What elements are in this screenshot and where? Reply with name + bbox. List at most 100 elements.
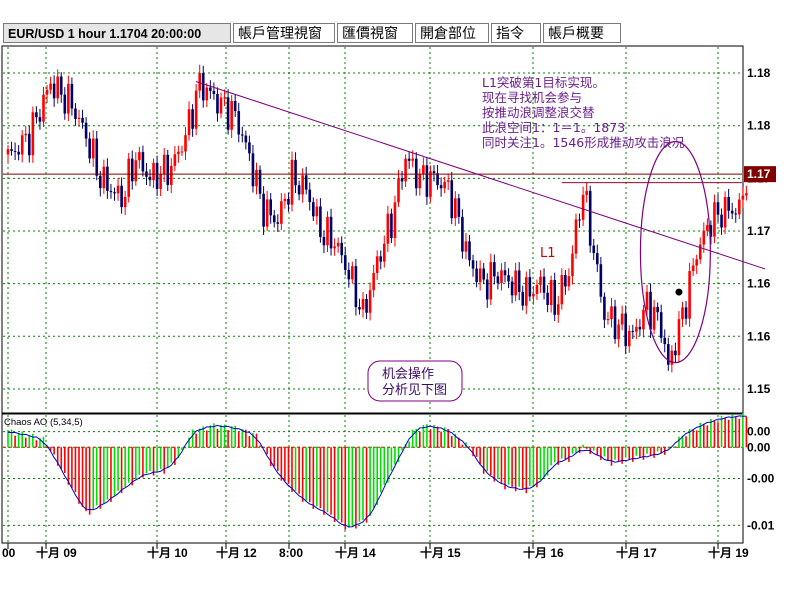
candle-body bbox=[464, 241, 468, 252]
candle-body bbox=[631, 330, 635, 332]
candle-body bbox=[532, 294, 535, 297]
candle-body bbox=[88, 138, 91, 159]
candle-body bbox=[546, 292, 549, 306]
price-tick-label: 1.15 bbox=[747, 382, 771, 396]
candle-body bbox=[361, 298, 365, 310]
candle-body bbox=[521, 291, 525, 306]
candle-body bbox=[500, 270, 503, 284]
l1-label: L1 bbox=[540, 246, 556, 261]
tab-account-management[interactable]: 帳戶管理視窗 bbox=[233, 23, 335, 43]
candle-body bbox=[393, 202, 397, 239]
tab-orders[interactable]: 指令 bbox=[491, 23, 541, 43]
candle-body bbox=[77, 117, 81, 119]
annotations: Chaos AO (5,34,5) L1突破第1目标实现。 现在寻找机会参与 按… bbox=[4, 75, 685, 428]
candle-body bbox=[613, 306, 617, 340]
ao-tick-label: -0.01 bbox=[747, 518, 775, 532]
candle-body bbox=[24, 133, 28, 136]
candle-body bbox=[691, 265, 695, 272]
time-tick-label: 8:00 bbox=[279, 546, 303, 560]
candle-body bbox=[379, 256, 383, 262]
candle-body bbox=[507, 275, 510, 282]
candle-body bbox=[365, 298, 368, 313]
candle-body bbox=[329, 216, 333, 249]
ao-panel-border bbox=[1, 413, 744, 544]
candle-body bbox=[6, 149, 10, 155]
candle-body bbox=[695, 259, 698, 266]
candle-body bbox=[219, 97, 223, 114]
candle-body bbox=[404, 158, 407, 182]
candle-body bbox=[720, 214, 723, 228]
candle-body bbox=[301, 175, 304, 195]
opportunity-box-line-1: 机会操作 bbox=[382, 366, 434, 382]
candle-body bbox=[624, 313, 627, 347]
candle-body bbox=[439, 185, 443, 189]
last-price-tag bbox=[744, 166, 776, 183]
price-tick-label: 1.18 bbox=[747, 66, 771, 80]
candle-body bbox=[432, 171, 436, 174]
candle-body bbox=[698, 244, 702, 260]
candle-body bbox=[81, 117, 84, 123]
ao-axis: 0.000.00 -0.00 -0.01 bbox=[747, 425, 775, 533]
time-tick-label: 十月 14 bbox=[335, 545, 376, 560]
candle-body bbox=[67, 83, 70, 114]
candle-body bbox=[333, 246, 336, 249]
candle-body bbox=[63, 94, 67, 114]
candle-body bbox=[713, 202, 716, 237]
price-plot bbox=[3, 64, 766, 373]
ao-plot bbox=[3, 413, 748, 530]
candle-body bbox=[304, 175, 308, 190]
candle-body bbox=[49, 83, 52, 90]
candle-body bbox=[510, 281, 514, 296]
candle-body bbox=[91, 138, 95, 159]
candle-body bbox=[738, 199, 741, 215]
candle-body bbox=[503, 270, 507, 276]
time-tick-label: 十月 17 bbox=[616, 545, 657, 560]
candle-body bbox=[461, 216, 464, 252]
candle-body bbox=[574, 219, 578, 254]
candle-body bbox=[418, 173, 422, 189]
candle-body bbox=[358, 307, 361, 310]
opportunity-box bbox=[367, 360, 463, 402]
candle-body bbox=[10, 149, 13, 151]
tab-eurusd-chart[interactable]: EUR/USD 1 hour 1.1704 20:00:00 bbox=[3, 23, 231, 43]
candle-body bbox=[237, 111, 241, 135]
candle-body bbox=[542, 276, 546, 293]
candle-body bbox=[734, 213, 738, 215]
candle-body bbox=[308, 189, 312, 203]
candle-body bbox=[109, 190, 113, 193]
candle-body bbox=[560, 275, 564, 305]
candle-body bbox=[31, 112, 35, 156]
candle-body bbox=[553, 279, 556, 315]
candle-body bbox=[322, 236, 326, 246]
candle-body bbox=[400, 178, 404, 182]
tab-account-summary[interactable]: 帳戶概要 bbox=[543, 23, 621, 43]
time-tick-label: 十月 09 bbox=[36, 545, 77, 560]
candle-body bbox=[567, 276, 571, 287]
tab-open-positions[interactable]: 開倉部位 bbox=[415, 23, 489, 43]
candle-body bbox=[571, 253, 574, 277]
candle-body bbox=[74, 108, 77, 119]
candle-body bbox=[475, 268, 478, 283]
candle-body bbox=[663, 337, 667, 345]
last-price-label: 1.17 bbox=[747, 167, 771, 181]
candle-body bbox=[525, 277, 528, 306]
candle-body bbox=[258, 169, 262, 194]
price-axis: 1.151.161.161.171.171.181.181.17 bbox=[744, 66, 776, 396]
candle-body bbox=[134, 160, 138, 182]
candle-body bbox=[326, 216, 329, 246]
candle-body bbox=[127, 158, 130, 197]
candle-body bbox=[627, 330, 631, 347]
candle-body bbox=[372, 272, 375, 291]
time-tick-label: 十月 16 bbox=[523, 545, 564, 560]
candle-body bbox=[70, 83, 74, 109]
candle-body bbox=[138, 152, 141, 161]
candle-body bbox=[287, 198, 290, 205]
candle-body bbox=[173, 154, 177, 166]
candle-body bbox=[166, 154, 170, 185]
candle-body bbox=[617, 324, 620, 340]
candle-body bbox=[649, 291, 652, 330]
candle-body bbox=[457, 198, 461, 217]
candle-body bbox=[656, 306, 659, 313]
tab-quotes[interactable]: 匯價視窗 bbox=[337, 23, 413, 43]
candle-body bbox=[386, 213, 390, 244]
